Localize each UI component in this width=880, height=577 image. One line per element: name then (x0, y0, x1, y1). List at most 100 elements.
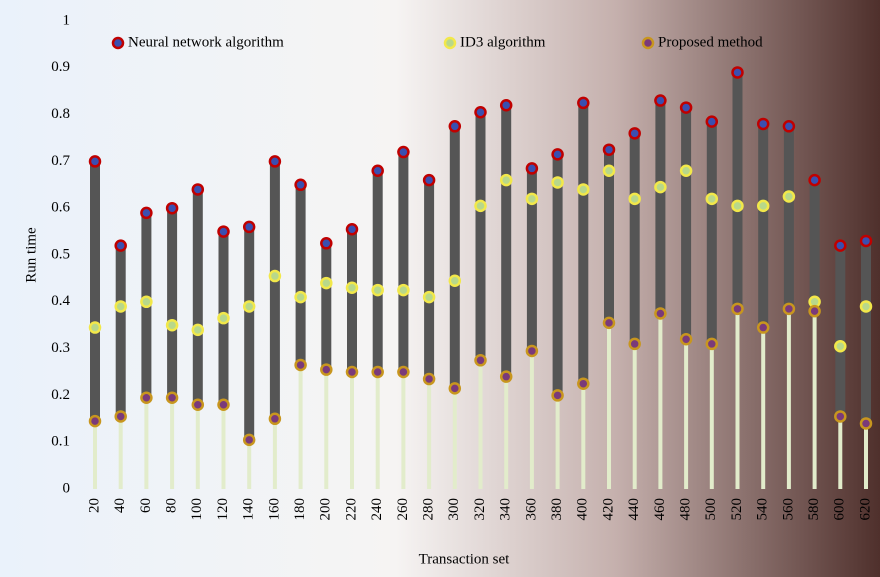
x-tick-label: 480 (678, 498, 694, 521)
x-tick-label: 400 (575, 498, 591, 521)
y-tick-label: 0.2 (51, 387, 70, 403)
range-bar (758, 123, 769, 328)
x-tick-label: 120 (215, 498, 231, 521)
x-tick-label: 320 (472, 498, 488, 521)
marker (731, 199, 744, 213)
x-tick-label: 460 (652, 498, 668, 521)
marker (114, 300, 127, 313)
marker (628, 337, 641, 351)
marker (140, 295, 153, 309)
x-tick-label: 560 (780, 498, 796, 521)
range-bar (835, 245, 846, 417)
x-tick-label: 200 (318, 498, 334, 521)
range-bar (449, 126, 460, 389)
marker (834, 410, 847, 423)
marker (114, 410, 127, 423)
marker (551, 148, 564, 161)
marker (88, 321, 102, 334)
x-tick-label: 380 (549, 498, 565, 521)
x-tick-label: 220 (343, 498, 359, 521)
marker (320, 276, 333, 290)
x-tick-label: 240 (369, 498, 385, 521)
marker (499, 370, 513, 383)
y-tick-label: 1 (63, 12, 71, 28)
marker (705, 192, 719, 206)
marker (859, 417, 873, 430)
x-tick-label: 300 (446, 498, 462, 521)
y-axis-label: Run time (23, 227, 39, 283)
marker (268, 269, 282, 283)
marker (602, 316, 616, 330)
marker (371, 283, 384, 297)
marker (345, 365, 359, 379)
marker (217, 311, 230, 325)
marker (654, 94, 667, 107)
marker (422, 372, 436, 386)
marker (371, 365, 384, 379)
range-bar (578, 102, 589, 384)
marker (808, 173, 821, 187)
marker (268, 155, 282, 168)
marker (397, 283, 410, 297)
x-tick-label: 140 (241, 498, 257, 521)
marker (268, 412, 282, 426)
marker (756, 321, 770, 334)
range-bar (783, 126, 794, 309)
marker (88, 414, 102, 428)
marker (191, 183, 205, 196)
x-tick-label: 580 (806, 498, 822, 521)
range-bar (861, 240, 871, 424)
range-bar (321, 243, 332, 370)
x-tick-label: 340 (498, 498, 514, 521)
x-tick-label: 600 (832, 498, 848, 521)
x-tick-label: 160 (266, 498, 282, 521)
marker (499, 98, 513, 112)
legend-label: ID3 algorithm (460, 34, 546, 50)
marker (859, 300, 873, 313)
marker (242, 433, 256, 447)
marker (371, 164, 384, 178)
range-bar (681, 107, 692, 340)
marker (551, 389, 564, 402)
marker (654, 180, 667, 194)
range-bar (475, 112, 486, 361)
marker (834, 239, 847, 252)
range-bar (398, 152, 409, 372)
range-bar (809, 180, 820, 312)
marker (191, 398, 205, 412)
range-bar (629, 133, 640, 344)
x-tick-label: 40 (112, 498, 128, 513)
marker (140, 391, 153, 404)
marker (782, 120, 796, 133)
marker (422, 290, 436, 304)
range-bar (295, 184, 306, 365)
marker (422, 173, 436, 187)
marker (140, 206, 153, 220)
y-tick-label: 0.7 (51, 153, 70, 169)
y-tick-label: 0 (63, 480, 71, 496)
legend-marker (443, 36, 457, 50)
legend-marker (111, 36, 125, 50)
marker (474, 106, 487, 119)
marker (679, 101, 693, 114)
marker (397, 145, 410, 159)
x-axis-label: Transaction set (419, 551, 511, 567)
marker (345, 223, 359, 236)
x-tick-label: 620 (857, 498, 873, 521)
y-tick-label: 0.1 (51, 434, 70, 450)
marker (731, 66, 744, 79)
legend-label: Proposed method (658, 34, 763, 50)
marker (294, 178, 307, 192)
marker (628, 127, 641, 140)
x-tick-label: 100 (189, 498, 205, 521)
marker (602, 143, 616, 156)
marker (191, 323, 205, 337)
marker (577, 183, 590, 196)
marker (320, 237, 333, 250)
x-tick-label: 80 (164, 498, 180, 513)
range-bar (655, 100, 666, 314)
marker (525, 344, 539, 358)
range-bar (167, 208, 178, 398)
marker (499, 173, 513, 187)
marker (320, 363, 333, 376)
